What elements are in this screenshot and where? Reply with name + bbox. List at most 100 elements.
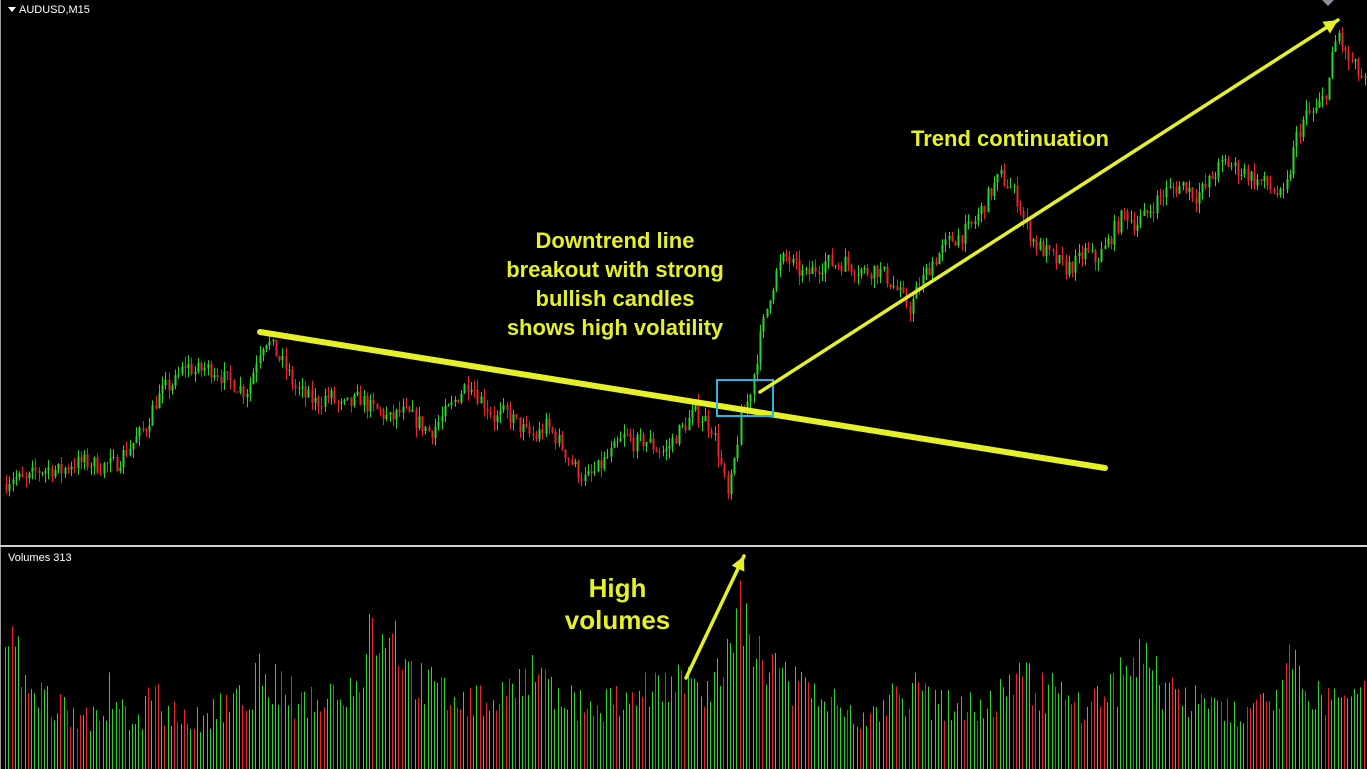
volume-arrow <box>684 554 746 680</box>
candle-body <box>122 450 125 468</box>
candle-body <box>811 266 814 275</box>
annotation-volume-line-1: High <box>588 573 647 603</box>
candle-body <box>320 406 323 408</box>
candle-body <box>73 466 76 469</box>
candle-body <box>1312 111 1315 113</box>
annotation-breakout: Downtrend line breakout with strong bull… <box>470 226 760 342</box>
candle-body <box>203 367 206 371</box>
candle-body <box>366 395 369 412</box>
candle-body <box>671 437 674 447</box>
candle-body <box>512 414 515 423</box>
candle-body <box>584 474 587 481</box>
candle-body <box>954 241 957 246</box>
candle-body <box>411 409 414 412</box>
candle-body <box>554 431 557 444</box>
candle-body <box>1048 245 1051 250</box>
candle-body <box>242 386 245 398</box>
candle-body <box>369 399 372 412</box>
candle-body <box>675 437 678 444</box>
candle-body <box>1227 159 1230 167</box>
candle-body <box>730 473 733 495</box>
candle-body <box>801 269 804 276</box>
candle-body <box>473 389 476 391</box>
candle-body <box>1185 182 1188 193</box>
candle-body <box>1188 187 1191 193</box>
candle-body <box>977 213 980 222</box>
candle-body <box>626 434 629 436</box>
candle-body <box>1139 216 1142 225</box>
candle-body <box>561 434 564 450</box>
candle-body <box>330 390 333 398</box>
candle-body <box>1143 210 1146 217</box>
candle-body <box>129 448 132 456</box>
candle-body <box>405 406 408 408</box>
candle-body <box>119 467 122 472</box>
candle-body <box>1019 206 1022 212</box>
candle-body <box>64 468 67 474</box>
annotation-breakout-line-3: bullish candles <box>535 286 695 311</box>
price-chart-pane[interactable] <box>0 0 1367 545</box>
candle-body <box>1211 176 1214 179</box>
candle-body <box>775 270 778 290</box>
candle-body <box>415 409 418 429</box>
candle-body <box>343 399 346 402</box>
candle-body <box>818 271 821 275</box>
candle-body <box>1354 59 1357 62</box>
candle-body <box>879 268 882 278</box>
candle-body <box>1175 188 1178 194</box>
candle-body <box>161 385 164 394</box>
candle-body <box>489 411 492 416</box>
candle-body <box>610 447 613 457</box>
candle-body <box>870 274 873 279</box>
candle-body <box>395 409 398 420</box>
candle-body <box>96 457 99 473</box>
candle-body <box>694 403 697 411</box>
candle-body <box>957 235 960 246</box>
candle-body <box>785 253 788 257</box>
candle-body <box>15 476 18 480</box>
symbol-label[interactable]: AUDUSD,M15 <box>8 4 90 16</box>
candle-body <box>324 395 327 407</box>
candle-body <box>333 390 336 403</box>
candle-body <box>772 289 775 301</box>
candle-body <box>805 268 808 270</box>
candle-body <box>226 371 229 373</box>
candle-body <box>925 267 928 275</box>
candle-body <box>912 298 915 314</box>
candle-body <box>21 473 24 477</box>
candle-body <box>525 424 528 427</box>
candle-body <box>593 471 596 473</box>
candle-body <box>278 356 281 360</box>
candle-body <box>223 371 226 384</box>
candle-body <box>164 379 167 386</box>
collapse-triangle-icon[interactable] <box>8 7 16 12</box>
candle-body <box>886 266 889 285</box>
candle-body <box>44 470 47 474</box>
candle-body <box>1149 211 1152 214</box>
candle-body <box>1234 162 1237 166</box>
candle-body <box>1315 107 1318 112</box>
annotation-volume-line-2: volumes <box>564 605 671 635</box>
candle-body <box>424 427 427 432</box>
pane-separator[interactable] <box>0 545 1367 547</box>
candle-body <box>1016 185 1019 207</box>
candle-body <box>99 472 102 474</box>
candle-body <box>931 262 934 276</box>
candle-body <box>1178 185 1181 194</box>
candle-body <box>288 370 291 372</box>
candle-body <box>1071 262 1074 273</box>
candle-body <box>1091 250 1094 252</box>
candle-body <box>239 386 242 393</box>
candle-body <box>571 459 574 465</box>
candle-body <box>190 364 193 375</box>
candle-body <box>493 415 496 422</box>
candle-body <box>210 363 213 378</box>
candle-body <box>1237 162 1240 176</box>
candle-body <box>51 467 54 477</box>
candle-body <box>727 474 730 495</box>
candle-body <box>1250 172 1253 181</box>
candle-body <box>564 449 567 459</box>
candle-body <box>892 285 895 288</box>
candle-body <box>587 471 590 475</box>
candle-body <box>483 396 486 409</box>
